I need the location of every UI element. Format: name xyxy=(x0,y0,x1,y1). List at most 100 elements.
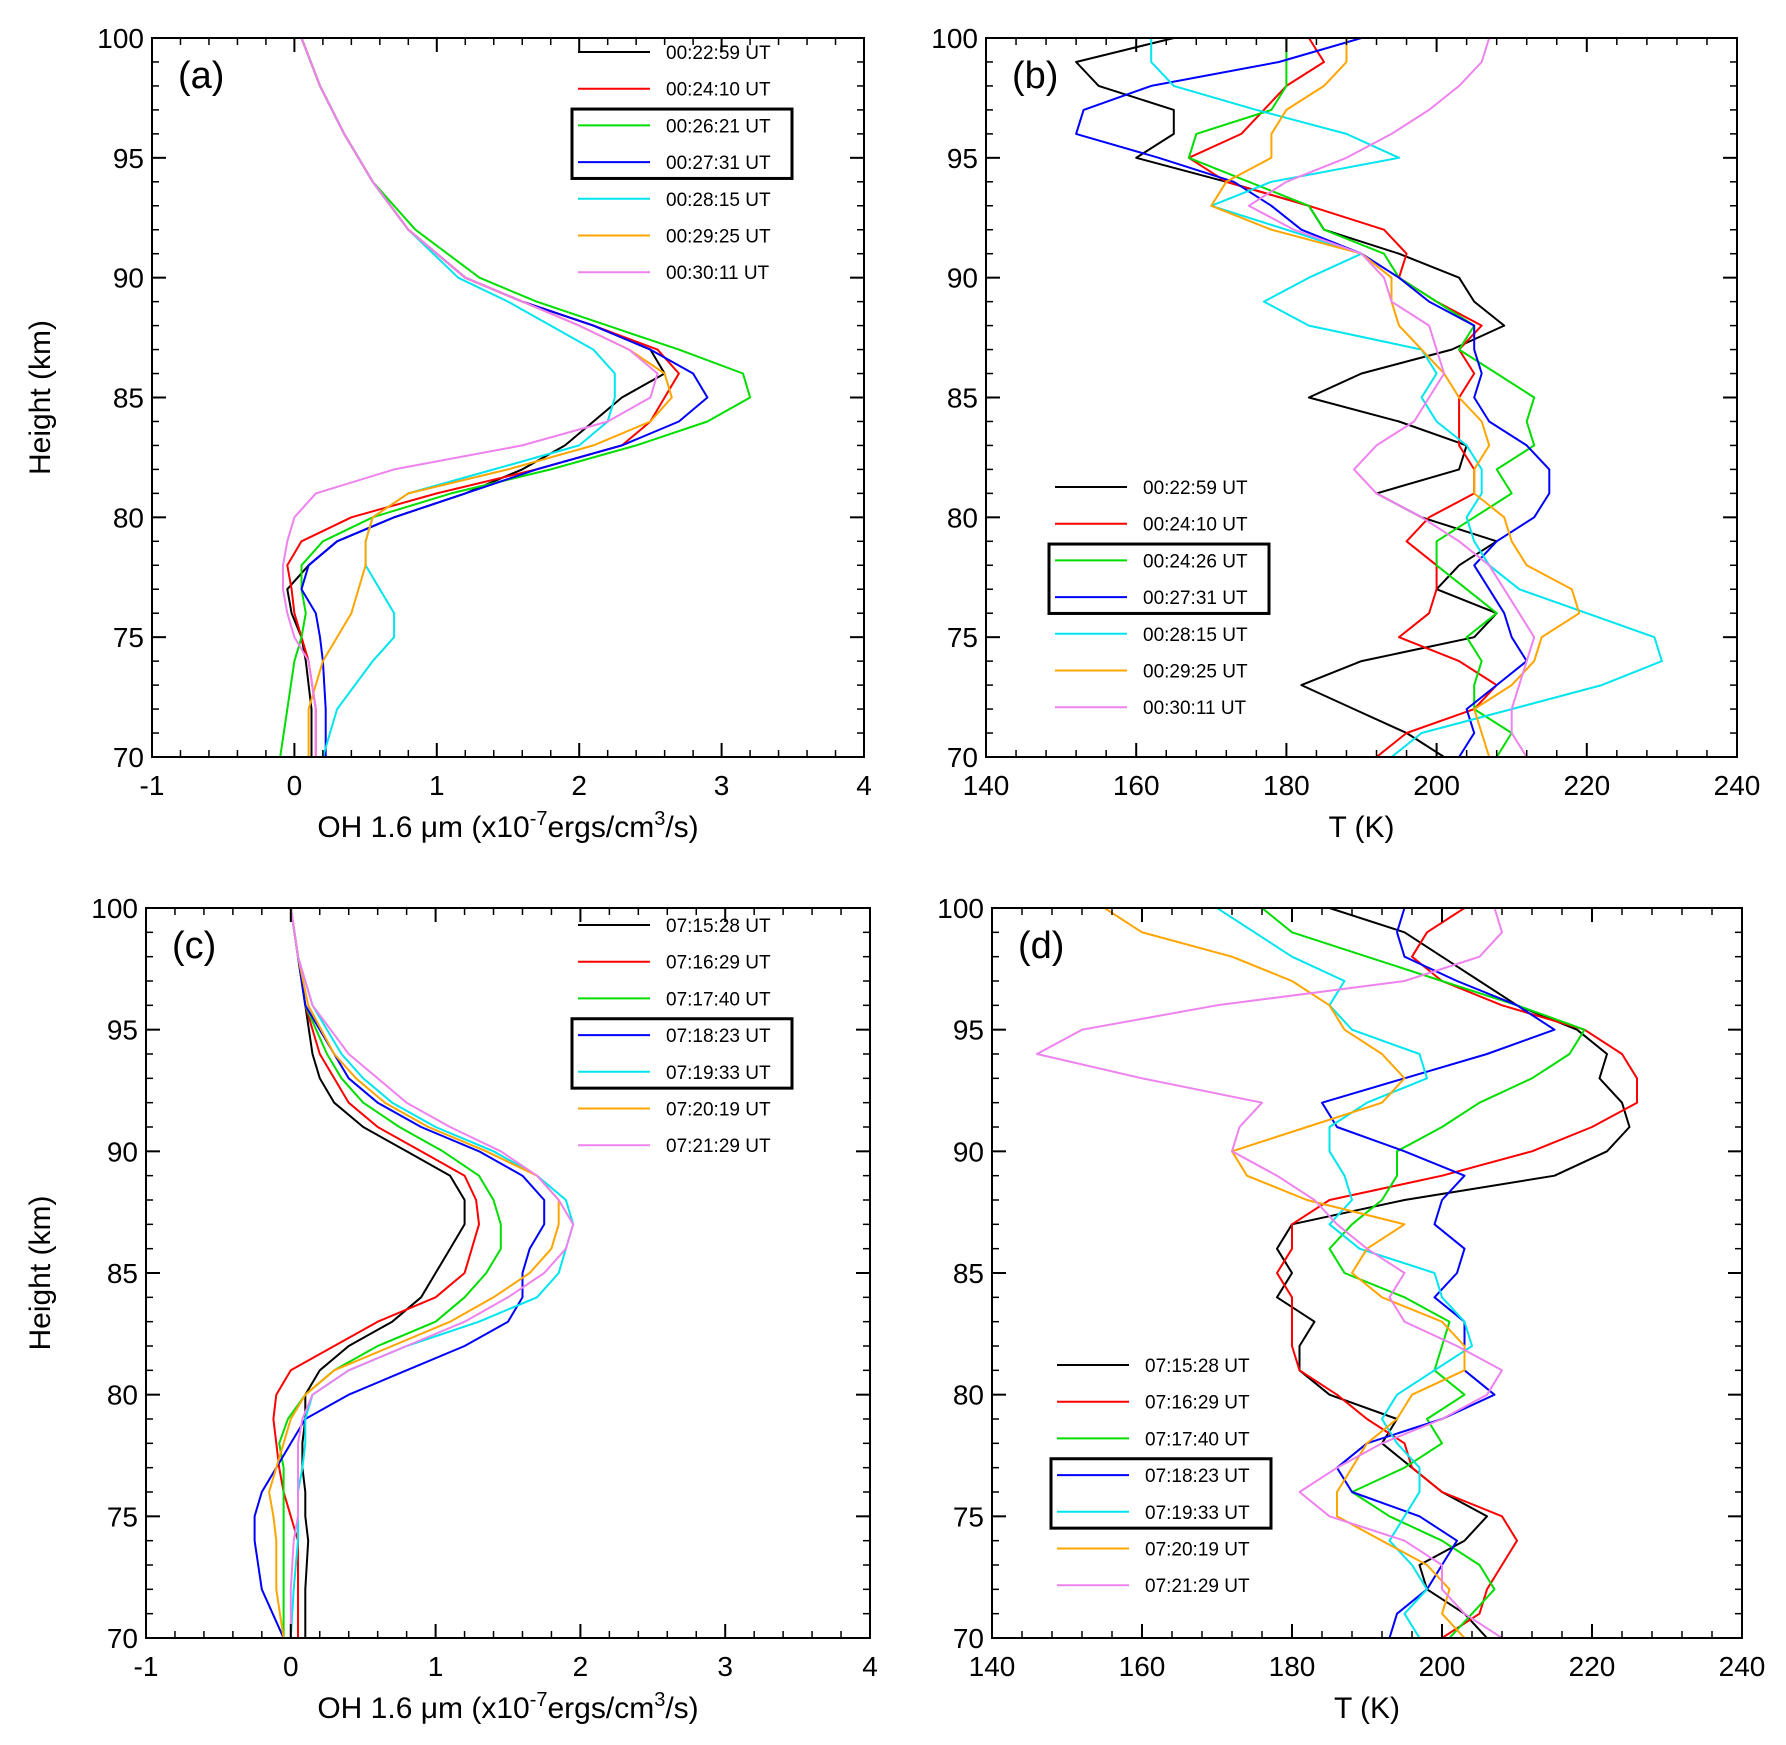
series-line-1 xyxy=(289,908,466,1638)
panel-label: (d) xyxy=(1018,925,1064,967)
panel-c: -1 0 1 2 3 4 70 75 80 85 90 95 100 (c) OH 1.6 μm (x10-… xyxy=(24,893,878,1725)
series-line-2 xyxy=(1187,38,1498,757)
series-line-4 xyxy=(300,38,709,757)
x-tick-label: 1 xyxy=(428,1651,444,1682)
series-line-5 xyxy=(1150,38,1663,757)
x-tick-label: 220 xyxy=(1569,1651,1616,1682)
y-tick-label: 90 xyxy=(107,1136,138,1167)
y-tick-label: 80 xyxy=(107,1380,138,1411)
plot-frame xyxy=(151,37,865,758)
legend-label: 07:17:40 UT xyxy=(1145,1429,1250,1450)
series-line-6 xyxy=(1210,38,1581,757)
series-line-6 xyxy=(300,38,673,757)
series-line-7 xyxy=(1247,38,1536,757)
x-tick-label: -1 xyxy=(134,1651,159,1682)
x-axis-label-end: /s) xyxy=(665,1692,698,1725)
x-tick-label: 140 xyxy=(969,1651,1016,1682)
y-tick-label: 95 xyxy=(113,143,144,174)
y-axis-label: Height (km) xyxy=(24,1195,57,1350)
x-axis-label-mid: ergs/cm xyxy=(548,1692,655,1725)
x-tick-label: 3 xyxy=(717,1651,733,1682)
panel-label: (a) xyxy=(178,55,224,97)
series-line-4 xyxy=(1075,38,1551,757)
x-tick-label: 240 xyxy=(1714,770,1761,801)
legend-label: 00:24:26 UT xyxy=(1143,551,1248,572)
y-tick-label: 70 xyxy=(113,742,144,773)
series-line-1 xyxy=(1075,38,1506,757)
series-line-1 xyxy=(286,38,666,757)
y-tick-label: 95 xyxy=(107,1015,138,1046)
x-axis-label: OH 1.6 μm (x10-7ergs/cm3/s) xyxy=(317,808,698,844)
legend-label: 00:27:31 UT xyxy=(666,153,771,174)
series-line-3 xyxy=(279,38,752,757)
legend-highlight-box xyxy=(1047,542,1271,615)
series-line-1 xyxy=(1276,908,1631,1638)
legend-label: 07:19:33 UT xyxy=(1145,1503,1250,1524)
y-axis-label: Height (km) xyxy=(24,320,57,475)
legend-label: 07:15:28 UT xyxy=(666,916,771,937)
legend-label: 00:28:15 UT xyxy=(1143,625,1248,646)
x-tick-label: 4 xyxy=(856,770,872,801)
y-tick-label: 70 xyxy=(947,742,978,773)
x-axis-label-exp: -7 xyxy=(530,808,548,830)
y-tick-label: 100 xyxy=(91,893,138,924)
series-group xyxy=(279,38,752,757)
x-axis-label-mu: μ xyxy=(421,811,438,844)
legend-label: 00:29:25 UT xyxy=(666,227,771,248)
legend-highlight-box xyxy=(570,1017,794,1090)
legend-label: 00:24:10 UT xyxy=(666,80,771,101)
x-axis-label-mu: μ xyxy=(421,1692,438,1725)
legend-label: 07:17:40 UT xyxy=(666,989,771,1010)
legend: 00:22:59 UT 00:24:10 UT 00:24:26 UT 00:27:3… xyxy=(1047,478,1271,719)
series-line-4 xyxy=(1321,908,1556,1638)
x-tick-label: 240 xyxy=(1719,1651,1766,1682)
x-tick-label: 0 xyxy=(287,770,303,801)
legend-label: 00:24:10 UT xyxy=(1143,515,1248,536)
y-tick-label: 100 xyxy=(937,893,984,924)
x-axis-label-unit: m (x10 xyxy=(438,811,530,844)
series-line-2 xyxy=(286,38,680,757)
y-tick-label: 85 xyxy=(113,383,144,414)
y-tick-label: 80 xyxy=(953,1380,984,1411)
plot-frame xyxy=(985,37,1738,758)
y-tick-label: 85 xyxy=(107,1258,138,1289)
y-tick-label: 70 xyxy=(107,1623,138,1654)
series-line-3 xyxy=(1261,908,1586,1638)
series-line-3 xyxy=(1187,38,1536,757)
series-line-2 xyxy=(272,908,480,1638)
series-group xyxy=(253,908,575,1638)
x-axis-label-exp: -7 xyxy=(530,1689,548,1711)
y-tick-label: 75 xyxy=(113,622,144,653)
legend-label: 07:16:29 UT xyxy=(666,953,771,974)
y-tick-label: 85 xyxy=(947,383,978,414)
x-axis-label-unit: m (x10 xyxy=(438,1692,530,1725)
x-tick-label: 220 xyxy=(1563,770,1610,801)
x-axis-label: T (K) xyxy=(1334,1692,1400,1725)
legend: 07:15:28 UT 07:16:29 UT 07:17:40 UT 07:18:2… xyxy=(1049,1356,1273,1597)
series-group xyxy=(1036,908,1638,1638)
y-tick-label: 90 xyxy=(113,263,144,294)
x-tick-label: 160 xyxy=(1119,1651,1166,1682)
legend-label: 00:28:15 UT xyxy=(666,190,771,211)
x-tick-label: 0 xyxy=(283,1651,299,1682)
x-axis-label-end: /s) xyxy=(665,811,698,844)
x-tick-label: 4 xyxy=(862,1651,878,1682)
y-tick-label: 95 xyxy=(953,1015,984,1046)
x-tick-label: 180 xyxy=(1263,770,1310,801)
series-line-5 xyxy=(300,38,616,757)
panel-label: (c) xyxy=(172,925,216,967)
y-tick-label: 100 xyxy=(97,23,144,54)
legend-label: 07:19:33 UT xyxy=(666,1063,771,1084)
legend-label: 00:30:11 UT xyxy=(1143,698,1247,719)
x-axis-label-exp2: 3 xyxy=(654,808,665,830)
y-tick-label: 80 xyxy=(113,502,144,533)
x-axis-label: T (K) xyxy=(1328,811,1394,844)
x-tick-label: 160 xyxy=(1113,770,1160,801)
series-line-5 xyxy=(1216,908,1473,1638)
x-tick-label: 180 xyxy=(1269,1651,1316,1682)
x-axis-label-mid: ergs/cm xyxy=(548,811,655,844)
x-axis-label-prefix: OH 1.6 xyxy=(317,1692,420,1725)
x-tick-label: 1 xyxy=(429,770,445,801)
legend-label: 07:21:29 UT xyxy=(666,1136,771,1157)
series-line-3 xyxy=(278,908,502,1638)
